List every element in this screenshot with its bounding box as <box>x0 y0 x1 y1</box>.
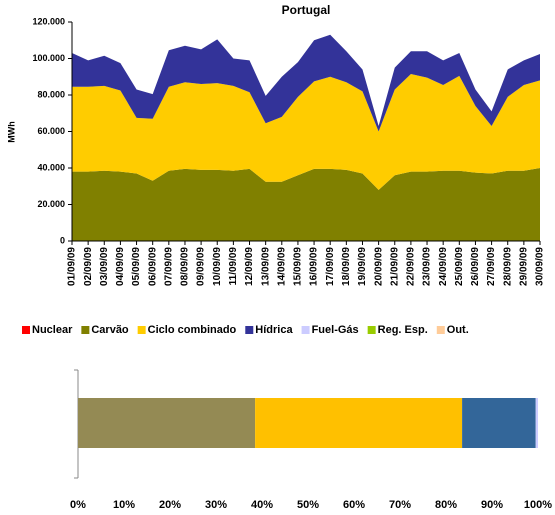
area <box>72 168 540 241</box>
legend-swatch <box>22 326 30 334</box>
x-tick-label: 40% <box>251 499 273 511</box>
x-tick-label: 10/09/09 <box>212 247 223 286</box>
x-tick-label: 21/09/09 <box>389 247 400 286</box>
x-tick-label: 15/09/09 <box>293 247 304 286</box>
x-tick-label: 22/09/09 <box>406 247 417 286</box>
bar-segment <box>535 398 538 448</box>
legend-label: Out. <box>447 324 469 336</box>
bar-segment <box>462 398 536 448</box>
x-tick-label: 14/09/09 <box>276 247 287 286</box>
chart-title: Portugal <box>282 3 331 17</box>
x-tick-label: 70% <box>389 499 411 511</box>
x-tick-label: 25/09/09 <box>454 247 465 286</box>
x-tick-label: 100% <box>524 499 552 511</box>
y-tick-label: 60.000 <box>37 126 65 136</box>
legend-label: Carvão <box>91 324 129 336</box>
y-tick-label: 80.000 <box>37 89 65 99</box>
y-tick-label: 100.000 <box>32 53 65 63</box>
legend-label: Hídrica <box>255 324 293 336</box>
x-tick-label: 50% <box>297 499 319 511</box>
x-tick-label: 12/09/09 <box>244 247 255 286</box>
legend-label: Ciclo combinado <box>148 324 237 336</box>
legend-swatch <box>367 326 376 334</box>
x-tick-label: 06/09/09 <box>147 247 158 286</box>
legend-swatch <box>301 326 310 334</box>
bar-segment <box>255 398 463 448</box>
x-tick-label: 26/09/09 <box>470 247 481 286</box>
y-tick-label: 40.000 <box>37 162 65 172</box>
y-axis-label: MWh <box>6 121 16 143</box>
x-tick-label: 02/09/09 <box>83 247 94 286</box>
y-tick-label: 0 <box>60 235 65 245</box>
area <box>72 74 540 190</box>
legend-swatch <box>81 326 90 334</box>
legend-label: Fuel-Gás <box>312 324 359 336</box>
x-tick-label: 29/09/09 <box>519 247 530 286</box>
legend-label: Nuclear <box>32 324 73 336</box>
legend-swatch <box>436 326 445 334</box>
x-tick-label: 90% <box>481 499 503 511</box>
x-tick-label: 09/09/09 <box>196 247 207 286</box>
x-tick-label: 30/09/09 <box>535 247 546 286</box>
y-tick-label: 120.000 <box>32 16 65 26</box>
legend-swatch <box>137 326 146 334</box>
legend-label: Reg. Esp. <box>378 324 428 336</box>
x-tick-label: 04/09/09 <box>115 247 126 286</box>
x-tick-label: 03/09/09 <box>99 247 110 286</box>
x-tick-label: 20/09/09 <box>373 247 384 286</box>
x-tick-label: 24/09/09 <box>438 247 449 286</box>
x-tick-label: 27/09/09 <box>486 247 497 286</box>
x-tick-label: 11/09/09 <box>228 247 239 286</box>
x-tick-label: 05/09/09 <box>131 247 142 286</box>
x-tick-label: 17/09/09 <box>325 247 336 286</box>
x-tick-label: 01/09/09 <box>67 247 78 286</box>
x-tick-label: 30% <box>205 499 227 511</box>
x-tick-label: 28/09/09 <box>502 247 513 286</box>
x-tick-label: 10% <box>113 499 135 511</box>
area <box>72 34 540 132</box>
x-tick-label: 08/09/09 <box>180 247 191 286</box>
legend-swatch <box>245 326 254 334</box>
x-tick-label: 19/09/09 <box>357 247 368 286</box>
x-tick-label: 13/09/09 <box>260 247 271 286</box>
x-tick-label: 20% <box>159 499 181 511</box>
x-tick-label: 0% <box>70 499 86 511</box>
x-tick-label: 16/09/09 <box>309 247 320 286</box>
x-tick-label: 18/09/09 <box>341 247 352 286</box>
x-tick-label: 60% <box>343 499 365 511</box>
y-tick-label: 20.000 <box>37 199 65 209</box>
bar-segment <box>78 398 256 448</box>
x-tick-label: 80% <box>435 499 457 511</box>
x-tick-label: 07/09/09 <box>163 247 174 286</box>
x-tick-label: 23/09/09 <box>422 247 433 286</box>
